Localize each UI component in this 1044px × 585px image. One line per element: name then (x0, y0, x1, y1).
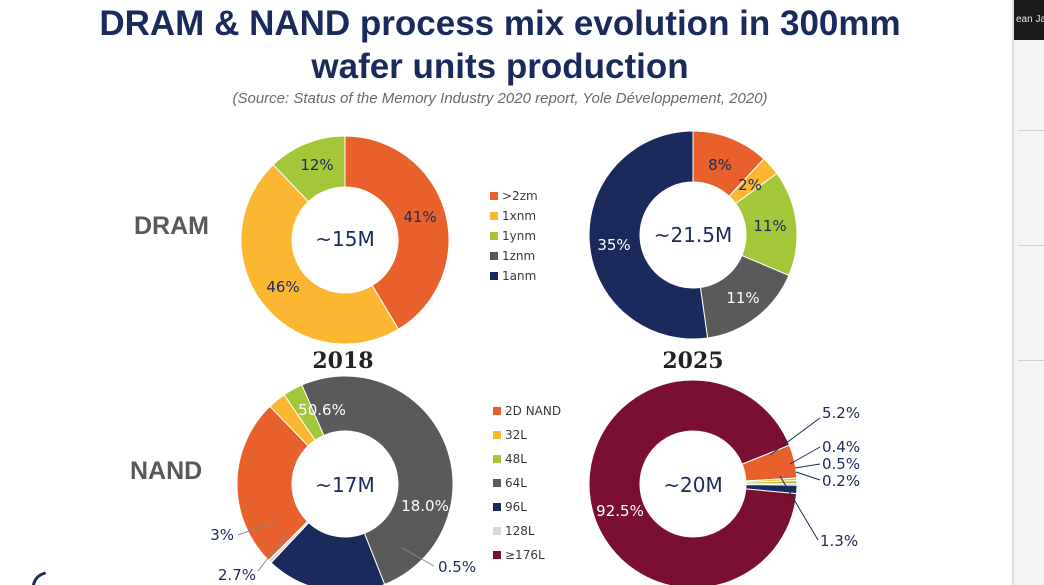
slice-96l (270, 521, 386, 585)
slice-64l (301, 375, 454, 585)
pct-label-1znm: 11% (726, 289, 759, 307)
legend-swatch-96l (493, 503, 501, 511)
legend-swatch-1anm (490, 272, 498, 280)
legend-label-48l: 48L (505, 452, 527, 466)
legend-dram: >2zm 1xnm 1ynm 1znm 1anm (490, 189, 538, 283)
pct-label-1anm: 35% (597, 236, 630, 254)
center-label: ~21.5M (654, 223, 733, 247)
side-divider (1018, 130, 1044, 131)
leader-line-64l (795, 471, 821, 481)
side-panel-label: ean Ja (1016, 14, 1044, 25)
pct-label-64l: 50.6% (298, 401, 346, 419)
pct-label-2zm: 8% (708, 156, 732, 174)
row-label-dram: DRAM (134, 212, 209, 240)
slice-2zm (344, 135, 450, 330)
legend-label-176l: ≥176L (505, 548, 545, 562)
pct-label-2dnand: 25.3% (318, 558, 366, 576)
legend-swatch-176l (493, 551, 501, 559)
center-label: ~20M (663, 473, 722, 497)
legend-swatch-48l (493, 455, 501, 463)
slice-2dnand (236, 405, 309, 562)
pct-label-1ynm: 11% (753, 217, 786, 235)
legend-swatch-64l (493, 479, 501, 487)
slice-1xnm (240, 164, 400, 345)
legend-swatch-32l (493, 431, 501, 439)
pct-label-48l: 3% (210, 526, 234, 544)
legend-label-1xnm: 1xnm (502, 209, 536, 223)
pct-label-1ynm: 12% (300, 156, 333, 174)
pct-label-2dnand: 5.2% (822, 404, 860, 422)
pct-label-1xnm: 46% (266, 278, 299, 296)
legend-swatch-2zm (490, 192, 498, 200)
source-note: (Source: Status of the Memory Industry 2… (232, 90, 768, 107)
pct-label-1xnm: 2% (738, 176, 762, 194)
legend-label-1ynm: 1ynm (502, 229, 536, 243)
page-title: DRAM & NAND process mix evolution in 300… (0, 2, 1000, 88)
slice-128l (267, 520, 310, 564)
donut-nand-2018: ~17M 50.6% 18.0% 25.3% 3% 2.7% 0.5% (210, 375, 476, 585)
charts-canvas: DRAM NAND 2018 2025 ~15M 41% 46% 12% ~21… (130, 130, 860, 585)
legend-swatch-1znm (490, 252, 498, 260)
leader-line-32l (257, 531, 289, 572)
slice-1anm (588, 130, 709, 340)
pct-label-32l: 0.4% (822, 438, 860, 456)
legend-swatch-128l (493, 527, 501, 535)
side-divider (1018, 245, 1044, 246)
legend-label-32l: 32L (505, 428, 527, 442)
legend-nand: 2D NAND 32L 48L 64L 96L 128L ≥176L (493, 404, 561, 562)
pct-label-176l: 92.5% (596, 502, 644, 520)
title-line-1: DRAM & NAND process mix evolution in 300… (99, 4, 901, 43)
pct-label-64l: 0.2% (822, 472, 860, 490)
year-label-2025: 2025 (662, 348, 723, 374)
donut-dram-2018: ~15M 41% 46% 12% (240, 135, 450, 345)
legend-swatch-1ynm (490, 232, 498, 240)
row-label-nand: NAND (130, 457, 202, 485)
leader-line-32l (789, 446, 821, 465)
donut-dram-2025: ~21.5M 8% 2% 11% 11% 35% (588, 130, 798, 340)
pct-label-2zm: 41% (403, 208, 436, 226)
center-label: ~15M (315, 227, 374, 251)
side-panel: ean Ja (1012, 0, 1044, 585)
leader-line-128l (401, 547, 435, 567)
title-line-2: wafer units production (311, 47, 689, 86)
pct-label-48l: 0.5% (822, 455, 860, 473)
side-panel-header: ean Ja (1014, 0, 1044, 40)
donut-nand-2025: ~20M 92.5% 5.2% 0.4% 0.5% 0.2% 1.3% (588, 379, 860, 585)
center-label: ~17M (315, 473, 374, 497)
legend-label-1anm: 1anm (502, 269, 536, 283)
legend-label-2dnand: 2D NAND (505, 404, 561, 418)
slice-176l (588, 379, 798, 585)
legend-label-2zm: >2zm (502, 189, 538, 203)
pct-label-96l: 1.3% (820, 532, 858, 550)
year-label-2018: 2018 (312, 348, 373, 374)
leader-line-96l (779, 475, 819, 541)
leader-line-48l (794, 463, 821, 469)
legend-label-64l: 64L (505, 476, 527, 490)
legend-label-1znm: 1znm (502, 249, 535, 263)
legend-label-96l: 96L (505, 500, 527, 514)
side-divider (1018, 360, 1044, 361)
slice-1ynm (272, 135, 346, 203)
pct-label-128l: 0.5% (438, 558, 476, 576)
legend-swatch-1xnm (490, 212, 498, 220)
slide: DRAM & NAND process mix evolution in 300… (0, 2, 1000, 585)
legend-label-128l: 128L (505, 524, 535, 538)
leader-line-2dnand (769, 417, 821, 456)
leader-line-48l (237, 521, 276, 536)
pct-label-32l: 2.7% (218, 566, 256, 584)
legend-swatch-2dnand (493, 407, 501, 415)
pct-label-96l: 18.0% (401, 497, 449, 515)
